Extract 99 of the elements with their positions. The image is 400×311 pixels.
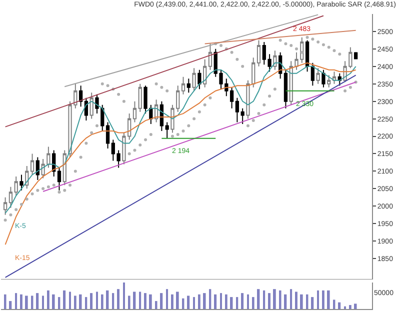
bar — [225, 294, 228, 309]
bar — [31, 296, 34, 309]
bar — [69, 292, 71, 309]
candlestick — [3, 196, 8, 216]
bar — [333, 300, 336, 309]
bar — [209, 289, 212, 309]
bar — [263, 290, 266, 309]
bar — [149, 294, 152, 309]
bar — [79, 294, 82, 309]
bar — [279, 290, 282, 309]
bar — [52, 294, 55, 309]
candlestick — [30, 153, 34, 176]
bar — [300, 294, 303, 309]
bar — [25, 296, 28, 309]
candlestick — [192, 68, 196, 92]
bar — [187, 296, 190, 309]
bar — [220, 293, 222, 309]
bar — [96, 292, 98, 309]
bar — [252, 297, 254, 309]
bar — [322, 290, 324, 309]
candlestick — [165, 122, 169, 139]
candlestick — [138, 83, 142, 112]
candlestick — [57, 167, 62, 191]
candlestick — [36, 156, 40, 180]
candlestick — [273, 50, 277, 70]
bar — [236, 297, 238, 309]
candlestick — [235, 97, 240, 123]
bar — [247, 294, 249, 309]
bar — [101, 294, 104, 309]
candlestick — [322, 69, 326, 88]
bar — [117, 289, 120, 309]
bar — [268, 293, 270, 309]
bar — [338, 302, 341, 309]
bar — [354, 304, 357, 309]
bar — [9, 301, 12, 309]
candlestick — [284, 69, 288, 109]
candlestick — [198, 69, 202, 90]
bar — [171, 294, 174, 309]
bar — [133, 292, 136, 309]
candlestick — [160, 100, 164, 132]
bar — [176, 292, 179, 309]
candlestick — [8, 186, 13, 208]
candlestick — [332, 71, 336, 84]
candlestick — [20, 174, 24, 191]
candlestick — [203, 58, 207, 88]
candlestick — [186, 78, 190, 94]
candlestick — [327, 74, 331, 88]
bar — [311, 297, 314, 309]
bar — [128, 296, 130, 309]
bar — [193, 297, 195, 309]
bar — [241, 293, 244, 309]
candlestick — [14, 176, 18, 196]
bar — [203, 293, 206, 309]
candlestick — [256, 40, 261, 67]
line-series — [4, 62, 356, 246]
bar — [284, 294, 287, 309]
candlestick — [181, 76, 186, 95]
bar — [112, 293, 114, 309]
bar — [198, 294, 200, 309]
bar — [139, 292, 142, 309]
candlestick — [25, 165, 29, 190]
bar — [349, 305, 352, 309]
bar — [85, 297, 88, 309]
bar — [160, 293, 163, 309]
bar — [155, 301, 158, 309]
bar — [42, 296, 44, 309]
bar — [58, 297, 60, 309]
candlestick — [208, 43, 212, 70]
bar — [63, 290, 66, 309]
bar — [344, 306, 346, 309]
bar — [317, 290, 320, 309]
bar — [295, 292, 298, 309]
bar — [230, 297, 233, 309]
line-series — [4, 62, 356, 214]
bar — [257, 289, 260, 309]
bar — [74, 296, 76, 309]
candlestick — [310, 62, 314, 86]
candlestick — [106, 122, 110, 149]
bar — [106, 290, 109, 309]
bar — [15, 293, 18, 309]
bar — [166, 289, 168, 309]
bar — [47, 290, 50, 309]
bar — [290, 289, 292, 309]
candlestick — [230, 86, 234, 109]
candlestick — [316, 68, 320, 84]
bar — [4, 294, 6, 309]
candlestick — [132, 100, 137, 123]
bar — [214, 294, 217, 309]
bar — [36, 293, 39, 309]
bar — [123, 282, 125, 309]
candlestick — [90, 92, 94, 120]
bar — [273, 289, 276, 309]
candlestick — [78, 85, 83, 108]
bar — [144, 293, 146, 309]
bar — [90, 293, 93, 309]
candlestick — [240, 108, 244, 125]
bar — [327, 290, 330, 309]
bar — [20, 294, 22, 309]
candlestick — [305, 40, 310, 72]
